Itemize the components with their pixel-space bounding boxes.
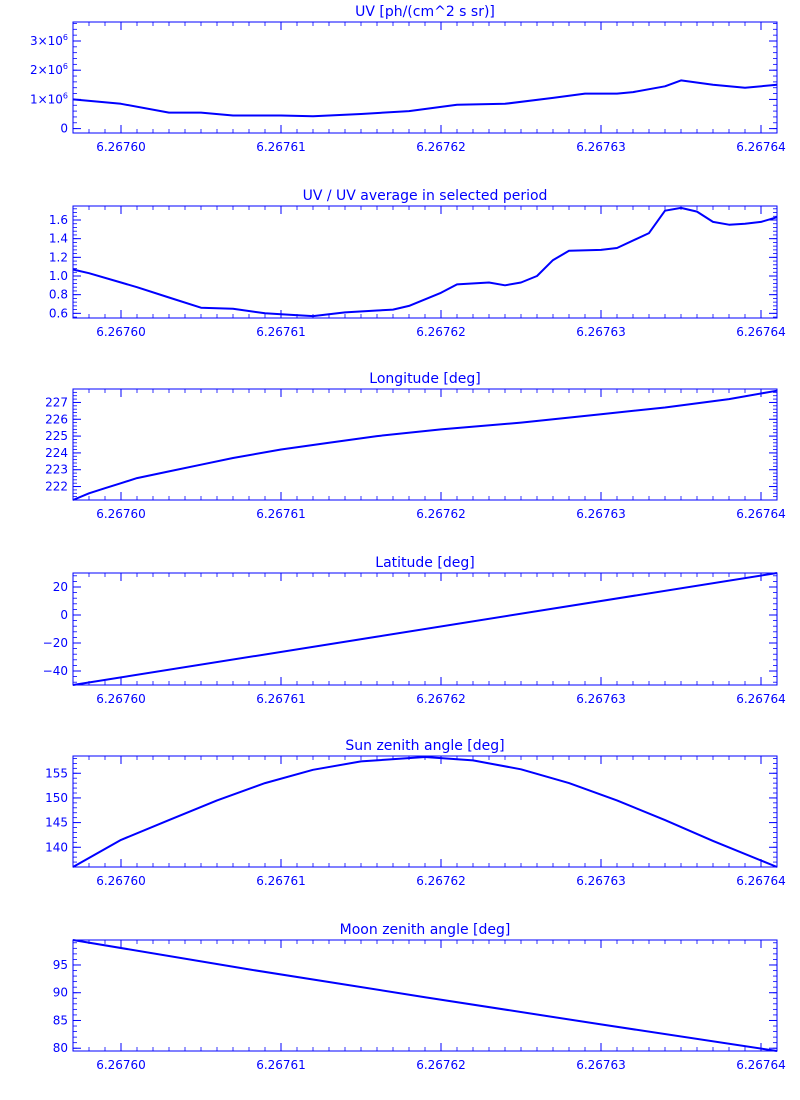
x-tick-label: 6.26764 (736, 140, 786, 154)
y-tick-label: 150 (45, 791, 68, 805)
y-tick-exponent: 6 (63, 62, 68, 71)
plot-frame (72, 21, 778, 134)
y-tick-label: 1×106 (30, 91, 68, 106)
x-tick-label: 6.26760 (96, 692, 146, 706)
y-tick-label: 3×106 (30, 33, 68, 48)
chart-panel-3: Longitude [deg] 6.26760 6.26761 6.26762 6.26… (45, 371, 786, 521)
x-tick-label: 6.26764 (736, 325, 786, 339)
series-line (72, 756, 778, 868)
y-tick-label: 222 (45, 480, 68, 494)
x-tick-label: 6.26764 (736, 1058, 786, 1072)
y-tick-exponent: 6 (63, 33, 68, 42)
series-line (72, 206, 778, 318)
x-tick-label: 6.26761 (256, 1058, 306, 1072)
x-tick-label: 6.26763 (576, 1058, 626, 1072)
y-tick-label: 95 (53, 958, 68, 972)
plot-frame (72, 388, 778, 501)
plot-frame (72, 755, 778, 868)
chart-panel-5: Sun zenith angle [deg] 6.26760 6.26761 6.26… (45, 738, 786, 888)
y-tick-label: 20 (53, 580, 68, 594)
x-tick-label: 6.26763 (576, 692, 626, 706)
x-tick-label: 6.26764 (736, 507, 786, 521)
x-tick-label: 6.26762 (416, 692, 466, 706)
series-line (72, 79, 778, 118)
y-tick-mantissa: 2×10 (30, 63, 63, 77)
y-tick-label: 145 (45, 816, 68, 830)
chart-panel-6: Moon zenith angle [deg] 6.26760 6.26761 6.2… (53, 922, 786, 1072)
y-tick-exponent: 6 (63, 91, 68, 100)
y-tick-label: 223 (45, 463, 68, 477)
x-tick-label: 6.26764 (736, 692, 786, 706)
x-tick-label: 6.26763 (576, 140, 626, 154)
x-tick-label: 6.26764 (736, 874, 786, 888)
y-tick-label: 226 (45, 412, 68, 426)
x-tick-label: 6.26761 (256, 140, 306, 154)
y-tick-label: −20 (43, 636, 68, 650)
chart-title: Moon zenith angle [deg] (340, 922, 511, 938)
chart-panel-1: UV [ph/(cm^2 s sr)] 6.26760 6.26761 6.26762… (30, 4, 786, 154)
y-tick-label: 85 (53, 1013, 68, 1027)
chart-title: UV [ph/(cm^2 s sr)] (355, 4, 495, 20)
y-tick-mantissa: 1×10 (30, 92, 63, 106)
chart-panel-4: Latitude [deg] 6.26760 6.26761 6.26762 6.267… (43, 555, 786, 706)
y-tick-label: 1.4 (49, 232, 68, 246)
x-tick-label: 6.26760 (96, 140, 146, 154)
y-tick-label: 80 (53, 1041, 68, 1055)
series-line (72, 389, 778, 501)
x-tick-label: 6.26760 (96, 1058, 146, 1072)
series-line (72, 572, 778, 686)
x-tick-label: 6.26763 (576, 507, 626, 521)
x-tick-label: 6.26760 (96, 874, 146, 888)
x-tick-label: 6.26760 (96, 325, 146, 339)
y-tick-label: −40 (43, 664, 68, 678)
chart-title: Sun zenith angle [deg] (345, 738, 504, 754)
x-tick-label: 6.26762 (416, 507, 466, 521)
x-tick-label: 6.26763 (576, 325, 626, 339)
x-tick-label: 6.26762 (416, 325, 466, 339)
x-tick-label: 6.26762 (416, 140, 466, 154)
chart-panel-2: UV / UV average in selected period 6.2676… (49, 188, 786, 339)
series-line (72, 939, 778, 1052)
y-tick-label: 155 (45, 766, 68, 780)
y-tick-label: 224 (45, 446, 68, 460)
y-tick-label: 0 (60, 122, 68, 136)
x-tick-label: 6.26763 (576, 874, 626, 888)
chart-title: Latitude [deg] (375, 555, 474, 571)
y-tick-label: 0.6 (49, 306, 68, 320)
y-tick-mantissa: 3×10 (30, 34, 63, 48)
y-tick-label: 90 (53, 986, 68, 1000)
y-tick-label: 0 (60, 608, 68, 622)
x-tick-label: 6.26762 (416, 1058, 466, 1072)
x-tick-label: 6.26761 (256, 325, 306, 339)
y-tick-mantissa: 0 (60, 122, 68, 136)
y-tick-label: 1.6 (49, 213, 68, 227)
y-tick-label: 225 (45, 429, 68, 443)
chart-title: UV / UV average in selected period (303, 188, 548, 204)
x-tick-label: 6.26761 (256, 874, 306, 888)
y-tick-label: 227 (45, 395, 68, 409)
x-tick-label: 6.26761 (256, 692, 306, 706)
y-tick-label: 0.8 (49, 288, 68, 302)
x-tick-label: 6.26760 (96, 507, 146, 521)
chart-title: Longitude [deg] (369, 371, 480, 387)
y-tick-label: 140 (45, 840, 68, 854)
x-tick-label: 6.26761 (256, 507, 306, 521)
x-tick-label: 6.26762 (416, 874, 466, 888)
y-tick-label: 1.0 (49, 269, 68, 283)
y-tick-label: 1.2 (49, 250, 68, 264)
y-tick-label: 2×106 (30, 62, 68, 77)
